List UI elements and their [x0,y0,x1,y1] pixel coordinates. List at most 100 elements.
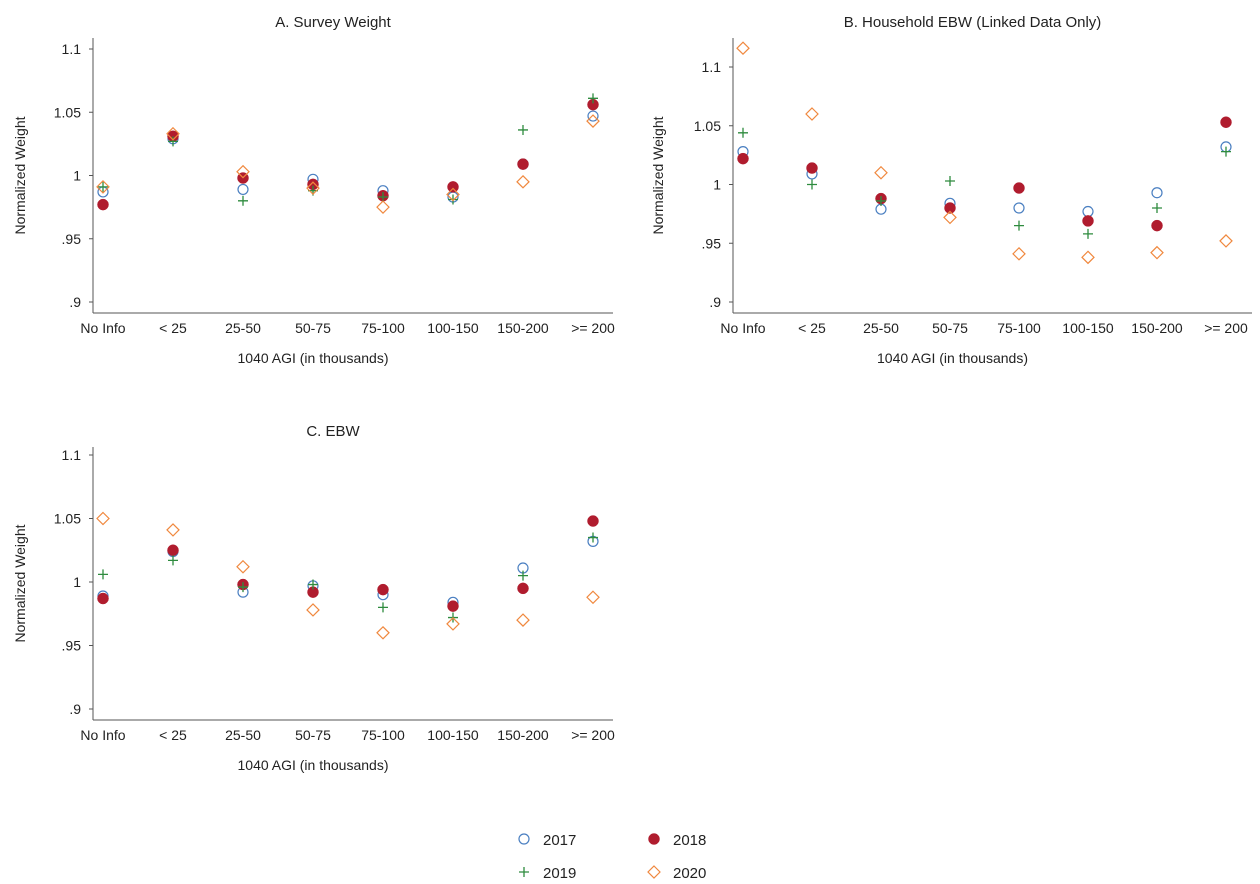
y-tick-label: 1.05 [54,511,81,527]
data-point [588,93,598,104]
legend-marker [648,833,660,845]
chart-panels: A. Survey Weight .9 .95 1 1.05 1.1 Normalized … [12,14,1252,773]
panel-title: C. EBW [306,423,360,440]
data-point [944,202,956,214]
data-point [306,181,320,195]
x-tick-label: < 25 [159,727,187,743]
y-axis-title: Normalized Weight [12,524,28,642]
y-tick-label: 1 [713,177,721,193]
data-point [1082,205,1094,218]
data-point [518,570,528,581]
y-axis-title: Normalized Weight [12,116,28,234]
data-point [1221,146,1231,157]
y-axis-title: Normalized Weight [650,116,666,234]
data-point [96,511,110,526]
x-tick-label: >= 200 [571,320,615,336]
y-tick-label: .9 [709,294,721,310]
data-point [236,559,250,574]
data-point [168,136,178,147]
x-tick-label: >= 200 [571,727,615,743]
data-point [517,582,529,595]
data-point [96,180,110,194]
data-point [1152,203,1162,213]
data-point [1081,250,1095,265]
data-point [167,544,179,556]
x-tick-label: 75-100 [361,320,405,336]
data-point [1082,215,1094,227]
y-tick-label: .9 [69,701,81,717]
data-point [446,187,460,202]
data-point [378,602,388,613]
data-point [1219,234,1233,248]
data-point [306,603,320,617]
chart-panel-2: B. Household EBW (Linked Data Only) .9 .95… [650,14,1252,366]
legend-label: 2020 [673,865,706,882]
data-point [377,583,389,596]
panel-title: B. Household EBW (Linked Data Only) [844,14,1102,31]
legend: 2017 2018 2019 2020 [518,832,706,882]
x-tick-label: < 25 [798,320,826,336]
data-point [518,124,528,135]
x-tick-label: 150-200 [1131,320,1183,336]
x-tick-label: 100-150 [1062,320,1114,336]
data-point [376,625,390,640]
legend-marker [647,865,661,879]
series-2020 [96,114,600,214]
y-tick-label: .9 [69,294,81,310]
series-2018 [97,98,599,211]
data-point [1220,116,1232,128]
legend-marker [519,867,529,877]
data-point [807,179,817,190]
series-2020 [736,41,1233,265]
data-point [448,194,458,205]
data-point [97,592,109,605]
y-tick-label: .95 [62,231,82,247]
data-point [166,126,180,141]
y-tick-label: 1.05 [694,118,721,134]
legend-item-2020: 2020 [647,865,706,882]
data-point [876,195,886,206]
legend-item-2018: 2018 [648,832,706,849]
x-tick-label: 25-50 [225,320,261,336]
data-point [1014,220,1024,231]
x-axis-title: 1040 AGI (in thousands) [238,757,389,773]
x-tick-label: < 25 [159,320,187,336]
y-tick-label: 1.05 [54,104,81,120]
legend-marker [518,833,530,845]
x-tick-label: 100-150 [427,320,479,336]
data-point [1151,187,1163,199]
legend-item-2017: 2017 [518,832,576,849]
data-point [586,590,600,605]
data-point [587,110,599,122]
x-tick-label: 150-200 [497,727,549,743]
data-point [447,600,459,612]
data-point [805,107,819,121]
data-point [517,158,529,170]
x-tick-label: >= 200 [1204,320,1248,336]
chart-panel-1: A. Survey Weight .9 .95 1 1.05 1.1 Normalized … [12,14,615,366]
data-point [1151,219,1163,232]
series-2019 [738,127,1231,239]
data-point [237,183,249,196]
data-point [98,569,108,580]
data-point [874,165,888,180]
data-point [1083,228,1093,239]
y-tick-label: 1 [73,168,81,184]
data-point [98,181,108,192]
x-tick-label: 50-75 [295,320,331,336]
data-point [238,195,248,206]
x-tick-label: 75-100 [361,727,405,743]
y-tick-label: 1.1 [62,447,82,463]
data-point [446,617,460,631]
data-point [943,210,957,225]
x-tick-label: 75-100 [997,320,1041,336]
data-point [1012,246,1026,261]
x-tick-label: 100-150 [427,727,479,743]
data-point [236,164,250,179]
x-tick-label: 25-50 [863,320,899,336]
legend-item-2019: 2019 [519,865,576,882]
x-tick-label: 50-75 [932,320,968,336]
x-tick-label: 50-75 [295,727,331,743]
data-point [588,532,598,543]
